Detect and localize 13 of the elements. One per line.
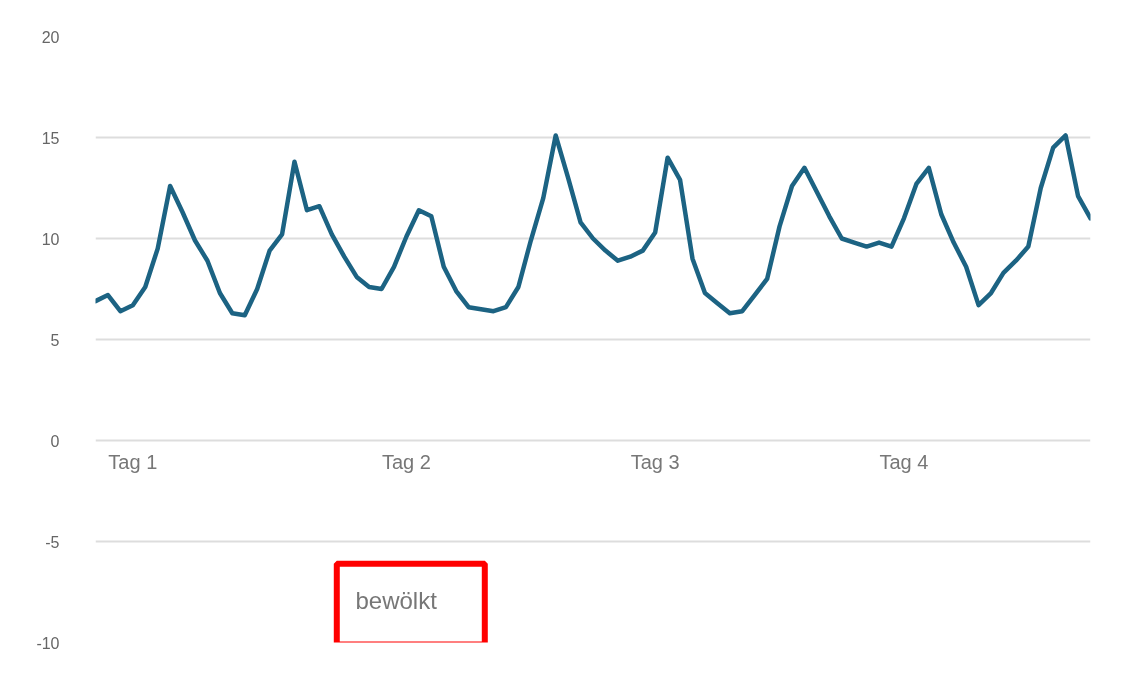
x-tick-label: Tag 4 [879, 450, 929, 473]
x-tick-label: Tag 1 [108, 450, 158, 473]
y-tick-label: -5 [45, 533, 60, 551]
y-tick-label: 15 [41, 129, 60, 147]
y-tick-label: 10 [41, 230, 60, 248]
y-tick-label: -10 [36, 634, 60, 652]
y-tick-label: 5 [50, 331, 60, 349]
y-tick-label: 20 [41, 28, 60, 46]
line-series [95, 133, 1091, 318]
x-tick-label: Tag 2 [381, 450, 431, 473]
y-tick-label: 0 [50, 432, 60, 450]
x-tick-label: Tag 3 [630, 450, 680, 473]
annotation: bewölkt [355, 586, 438, 614]
